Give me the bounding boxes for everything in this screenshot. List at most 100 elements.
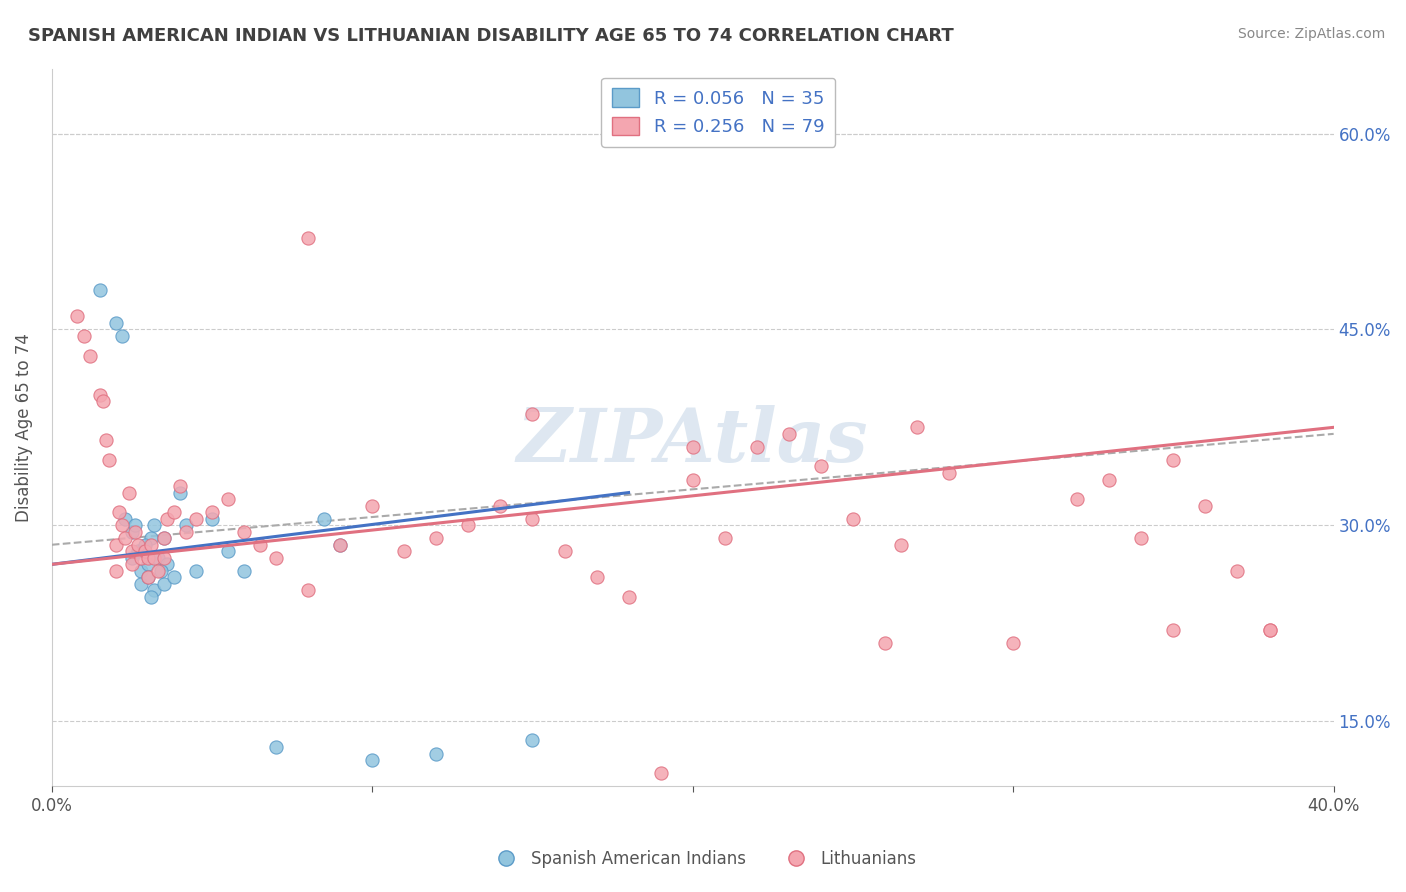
Point (329, 538, 352, 552)
Point (264, 739, 287, 754)
Point (79, 349, 101, 363)
Point (1258, 623, 1281, 637)
Point (249, 538, 271, 552)
Point (143, 583, 166, 598)
Point (139, 590, 162, 604)
Point (136, 570, 159, 584)
Point (1163, 453, 1185, 467)
Point (134, 544, 156, 558)
Point (905, 420, 928, 434)
Point (104, 316, 127, 330)
Point (1002, 635, 1025, 649)
Point (522, 407, 544, 421)
Point (153, 577, 176, 591)
Point (522, 511, 544, 525)
Point (233, 524, 256, 539)
Point (217, 492, 239, 507)
Point (114, 511, 136, 525)
Point (457, 518, 479, 533)
Point (169, 479, 191, 493)
Point (425, 747, 447, 761)
Point (134, 538, 156, 552)
Point (778, 426, 800, 441)
Point (91, 394, 114, 409)
Point (131, 577, 153, 591)
Point (121, 550, 143, 565)
Point (118, 485, 141, 500)
Point (810, 459, 832, 474)
Point (127, 544, 149, 558)
Point (146, 550, 169, 565)
Text: SPANISH AMERICAN INDIAN VS LITHUANIAN DISABILITY AGE 65 TO 74 CORRELATION CHART: SPANISH AMERICAN INDIAN VS LITHUANIAN DI… (28, 27, 953, 45)
Point (73, 329, 96, 343)
Point (139, 538, 162, 552)
Point (131, 564, 153, 578)
Point (96, 434, 118, 448)
Point (713, 531, 735, 545)
Point (1098, 473, 1121, 487)
Point (1226, 564, 1249, 578)
Point (104, 538, 127, 552)
Point (156, 558, 179, 572)
Point (89, 388, 111, 402)
Point (617, 590, 640, 604)
Point (522, 733, 544, 747)
Point (1258, 623, 1281, 637)
Point (136, 550, 159, 565)
Point (1066, 492, 1088, 507)
Point (136, 570, 159, 584)
Point (233, 564, 256, 578)
Point (890, 538, 912, 552)
Point (361, 753, 384, 767)
Point (153, 531, 176, 545)
Point (121, 558, 143, 572)
Point (553, 544, 575, 558)
Point (682, 440, 704, 454)
Point (153, 550, 176, 565)
Point (131, 550, 153, 565)
Point (124, 524, 146, 539)
Point (176, 524, 198, 539)
Point (162, 505, 184, 519)
Point (149, 564, 172, 578)
Point (1163, 623, 1185, 637)
Point (184, 511, 207, 525)
Point (1194, 499, 1216, 513)
Point (176, 518, 198, 533)
Point (121, 544, 143, 558)
Point (842, 511, 865, 525)
Text: Source: ZipAtlas.com: Source: ZipAtlas.com (1237, 27, 1385, 41)
Point (201, 511, 224, 525)
Point (938, 466, 960, 480)
Point (264, 550, 287, 565)
Point (127, 538, 149, 552)
Point (682, 473, 704, 487)
Point (156, 511, 179, 525)
Point (89, 283, 111, 297)
Point (314, 511, 336, 525)
Text: ZIPAtlas: ZIPAtlas (517, 406, 869, 478)
Point (184, 564, 207, 578)
Point (153, 531, 176, 545)
Point (873, 635, 896, 649)
Point (361, 499, 384, 513)
Point (162, 570, 184, 584)
Legend: Spanish American Indians, Lithuanians: Spanish American Indians, Lithuanians (482, 844, 924, 875)
Point (111, 329, 134, 343)
Point (201, 505, 224, 519)
Point (329, 538, 352, 552)
Point (139, 531, 162, 545)
Point (585, 570, 607, 584)
Point (114, 531, 136, 545)
Point (98, 453, 121, 467)
Point (297, 583, 319, 598)
Point (146, 564, 169, 578)
Legend: R = 0.056   N = 35, R = 0.256   N = 79: R = 0.056 N = 35, R = 0.256 N = 79 (602, 78, 835, 147)
Y-axis label: Disability Age 65 to 74: Disability Age 65 to 74 (15, 333, 32, 522)
Point (124, 518, 146, 533)
Point (108, 505, 131, 519)
Point (143, 550, 166, 565)
Point (425, 531, 447, 545)
Point (489, 499, 512, 513)
Point (104, 564, 127, 578)
